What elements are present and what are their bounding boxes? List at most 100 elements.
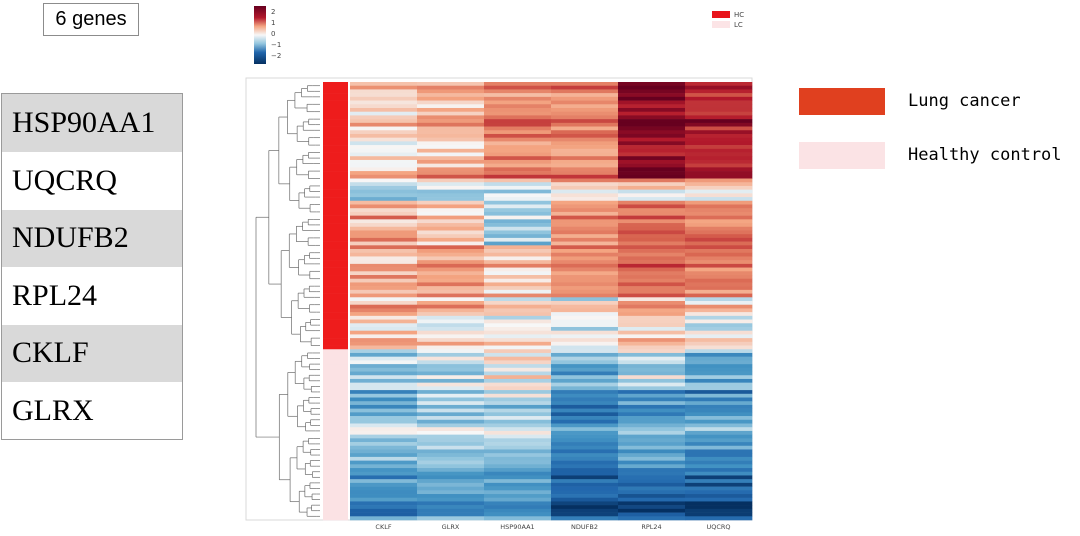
group-annotation-cell <box>323 486 348 491</box>
heatmap-cell <box>417 349 485 354</box>
heatmap-cell <box>551 122 619 127</box>
heatmap-cell <box>350 241 418 246</box>
group-annotation-cell <box>323 367 348 372</box>
group-annotation-cell <box>323 375 348 380</box>
heatmap-cell <box>484 148 552 153</box>
heatmap-cell <box>551 512 619 517</box>
group-annotation-cell <box>323 326 348 331</box>
heatmap-cell <box>484 100 552 105</box>
heatmap-cell <box>484 323 552 328</box>
heatmap-cell <box>417 234 485 239</box>
heatmap-cell <box>685 278 753 283</box>
group-annotation-cell <box>323 141 348 146</box>
heatmap-cell <box>350 468 418 473</box>
heatmap-cell <box>417 163 485 168</box>
heatmap-cell <box>685 486 753 491</box>
heatmap-cell <box>551 349 619 354</box>
heatmap-cell <box>618 482 686 487</box>
group-annotation-cell <box>323 475 348 480</box>
heatmap-cell <box>350 404 418 409</box>
heatmap-cell <box>417 230 485 235</box>
heatmap-cell <box>417 156 485 161</box>
heatmap-cell <box>484 468 552 473</box>
heatmap-cell <box>350 230 418 235</box>
heatmap-cell <box>484 352 552 357</box>
heatmap-cell <box>551 360 619 365</box>
heatmap-cell <box>618 490 686 495</box>
heatmap-cell <box>685 512 753 517</box>
heatmap-cell <box>417 460 485 465</box>
heatmap-cell <box>350 185 418 190</box>
heatmap-cell <box>618 397 686 402</box>
heatmap-cell <box>417 263 485 268</box>
heatmap-cell <box>551 460 619 465</box>
heatmap-cell <box>484 234 552 239</box>
heatmap-cell <box>551 449 619 454</box>
heatmap-cell <box>350 178 418 183</box>
heatmap-cell <box>484 119 552 124</box>
group-annotation-cell <box>323 382 348 387</box>
group-annotation-cell <box>323 334 348 339</box>
group-annotation-cell <box>323 378 348 383</box>
heatmap-cell <box>618 193 686 198</box>
group-annotation-cell <box>323 82 348 87</box>
heatmap-cell <box>484 423 552 428</box>
heatmap-cell <box>685 408 753 413</box>
heatmap-cell <box>551 267 619 272</box>
group-annotation-cell <box>323 289 348 294</box>
heatmap-cell <box>685 234 753 239</box>
group-annotation-cell <box>323 178 348 183</box>
heatmap-cell <box>484 185 552 190</box>
heatmap-cell <box>417 178 485 183</box>
heatmap-cell <box>350 171 418 176</box>
group-annotation-cell <box>323 215 348 220</box>
heatmap-cell <box>685 174 753 179</box>
heatmap-cell <box>484 516 552 521</box>
heatmap-cell <box>484 96 552 101</box>
heatmap-cell <box>484 430 552 435</box>
heatmap-cell <box>484 408 552 413</box>
heatmap-cell <box>685 494 753 499</box>
heatmap-cell <box>685 323 753 328</box>
heatmap-cell <box>484 438 552 443</box>
heatmap-cell <box>484 345 552 350</box>
heatmap-cell <box>350 275 418 280</box>
heatmap-cell <box>484 256 552 261</box>
heatmap-cell <box>551 419 619 424</box>
heatmap-cell <box>551 200 619 205</box>
heatmap-cell <box>350 204 418 209</box>
heatmap-cell <box>350 119 418 124</box>
heatmap-cell <box>551 111 619 116</box>
heatmap-cell <box>350 208 418 213</box>
heatmap-cell <box>618 226 686 231</box>
heatmap-cell <box>484 442 552 447</box>
heatmap-cell <box>685 96 753 101</box>
heatmap-cell <box>685 82 753 87</box>
heatmap-cell <box>685 334 753 339</box>
genes-count-box: 6 genes <box>43 3 139 36</box>
heatmap-cell <box>685 107 753 112</box>
color-scale-tick: −1 <box>271 41 281 49</box>
heatmap-cell <box>484 167 552 172</box>
heatmap-cell <box>618 275 686 280</box>
heatmap-cell <box>350 267 418 272</box>
heatmap-cell <box>685 349 753 354</box>
heatmap-cell <box>551 82 619 87</box>
heatmap-cell <box>618 130 686 135</box>
heatmap-cell <box>618 126 686 131</box>
group-annotation-cell <box>323 508 348 513</box>
sample-group-annotation <box>323 82 348 521</box>
heatmap-cell <box>685 423 753 428</box>
heatmap-cell <box>417 393 485 398</box>
heatmap-cell <box>417 486 485 491</box>
heatmap-cell <box>685 185 753 190</box>
heatmap-cells <box>350 82 753 521</box>
heatmap-cell <box>417 122 485 127</box>
gene-list-table: HSP90AA1 UQCRQ NDUFB2 RPL24 CKLF GLRX <box>1 93 183 440</box>
heatmap-cell <box>484 226 552 231</box>
heatmap-cell <box>350 159 418 164</box>
group-annotation-cell <box>323 111 348 116</box>
heatmap-cell <box>551 508 619 513</box>
heatmap-cell <box>618 304 686 309</box>
heatmap-cell <box>484 193 552 198</box>
